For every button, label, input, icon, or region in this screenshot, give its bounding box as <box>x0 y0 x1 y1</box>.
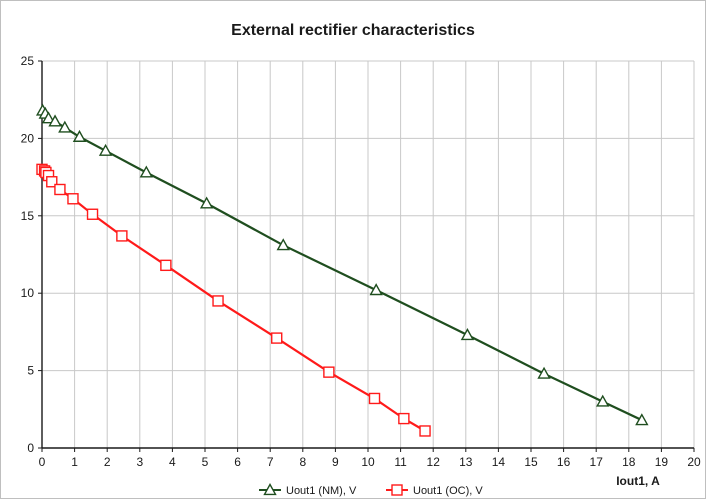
data-point <box>139 165 154 178</box>
x-tick-label: 3 <box>136 455 143 469</box>
data-point <box>635 413 649 426</box>
x-tick-label: 17 <box>590 455 604 469</box>
data-point <box>398 412 410 425</box>
data-point <box>54 183 66 196</box>
data-point <box>596 394 610 407</box>
data-point <box>48 114 62 127</box>
x-tick-label: 5 <box>202 455 209 469</box>
x-tick-label: 13 <box>459 455 473 469</box>
y-tick-label: 0 <box>27 441 34 455</box>
data-point <box>58 120 72 133</box>
x-tick-label: 0 <box>39 455 46 469</box>
chart-title: External rectifier characteristics <box>231 22 475 39</box>
x-tick-label: 10 <box>361 455 375 469</box>
legend: Uout1 (NM), V Uout1 (OC), V <box>259 483 483 497</box>
data-point <box>460 328 475 341</box>
data-point <box>276 238 290 251</box>
axes: 0 1 2 3 4 5 6 7 8 9 10 11 12 13 14 15 16 17 18 19 2005101520… <box>21 54 701 469</box>
x-tick-label: 14 <box>492 455 506 469</box>
legend-item-1: Uout1 (NM), V <box>259 483 357 497</box>
data-point <box>41 111 56 124</box>
data-point <box>98 143 113 156</box>
data-point <box>368 392 381 405</box>
x-tick-label: 4 <box>169 455 176 469</box>
y-tick-label: 10 <box>21 286 35 300</box>
data-point <box>537 366 551 379</box>
x-tick-label: 16 <box>557 455 571 469</box>
data-point <box>419 425 431 437</box>
data-point <box>160 259 172 272</box>
x-tick-label: 20 <box>687 455 701 469</box>
series-line <box>41 109 643 422</box>
x-tick-label: 12 <box>427 455 441 469</box>
data-point <box>199 196 214 209</box>
y-tick-label: 15 <box>21 209 35 223</box>
x-tick-label: 9 <box>332 455 339 469</box>
legend-item-2: Uout1 (OC), V <box>386 484 483 497</box>
data-point <box>271 332 283 344</box>
x-tick-label: 19 <box>655 455 669 469</box>
data-point <box>369 283 383 296</box>
x-tick-label: 15 <box>524 455 538 469</box>
x-tick-label: 1 <box>71 455 78 469</box>
data-point <box>72 129 87 142</box>
data-point <box>116 230 128 242</box>
series-1 <box>35 103 649 426</box>
grid <box>41 60 695 449</box>
legend-marker <box>263 483 277 496</box>
y-tick-label: 5 <box>27 364 34 378</box>
x-tick-label: 18 <box>622 455 636 469</box>
y-tick-label: 25 <box>21 54 35 68</box>
legend-label: Uout1 (NM), V <box>286 485 357 497</box>
series-2 <box>36 163 431 437</box>
data-point <box>46 176 58 188</box>
x-tick-label: 6 <box>234 455 241 469</box>
data-point <box>67 193 79 205</box>
x-tick-label: 11 <box>394 455 407 469</box>
legend-marker <box>391 484 403 496</box>
data-point <box>212 295 224 307</box>
x-axis-label: Iout1, A <box>616 474 660 488</box>
series-layer <box>35 103 649 437</box>
x-tick-label: 2 <box>104 455 111 469</box>
x-tick-label: 8 <box>299 455 306 469</box>
data-point <box>323 366 335 378</box>
data-point <box>86 208 99 220</box>
legend-label: Uout1 (OC), V <box>413 485 483 497</box>
x-tick-label: 7 <box>267 455 274 469</box>
y-tick-label: 20 <box>21 131 35 145</box>
